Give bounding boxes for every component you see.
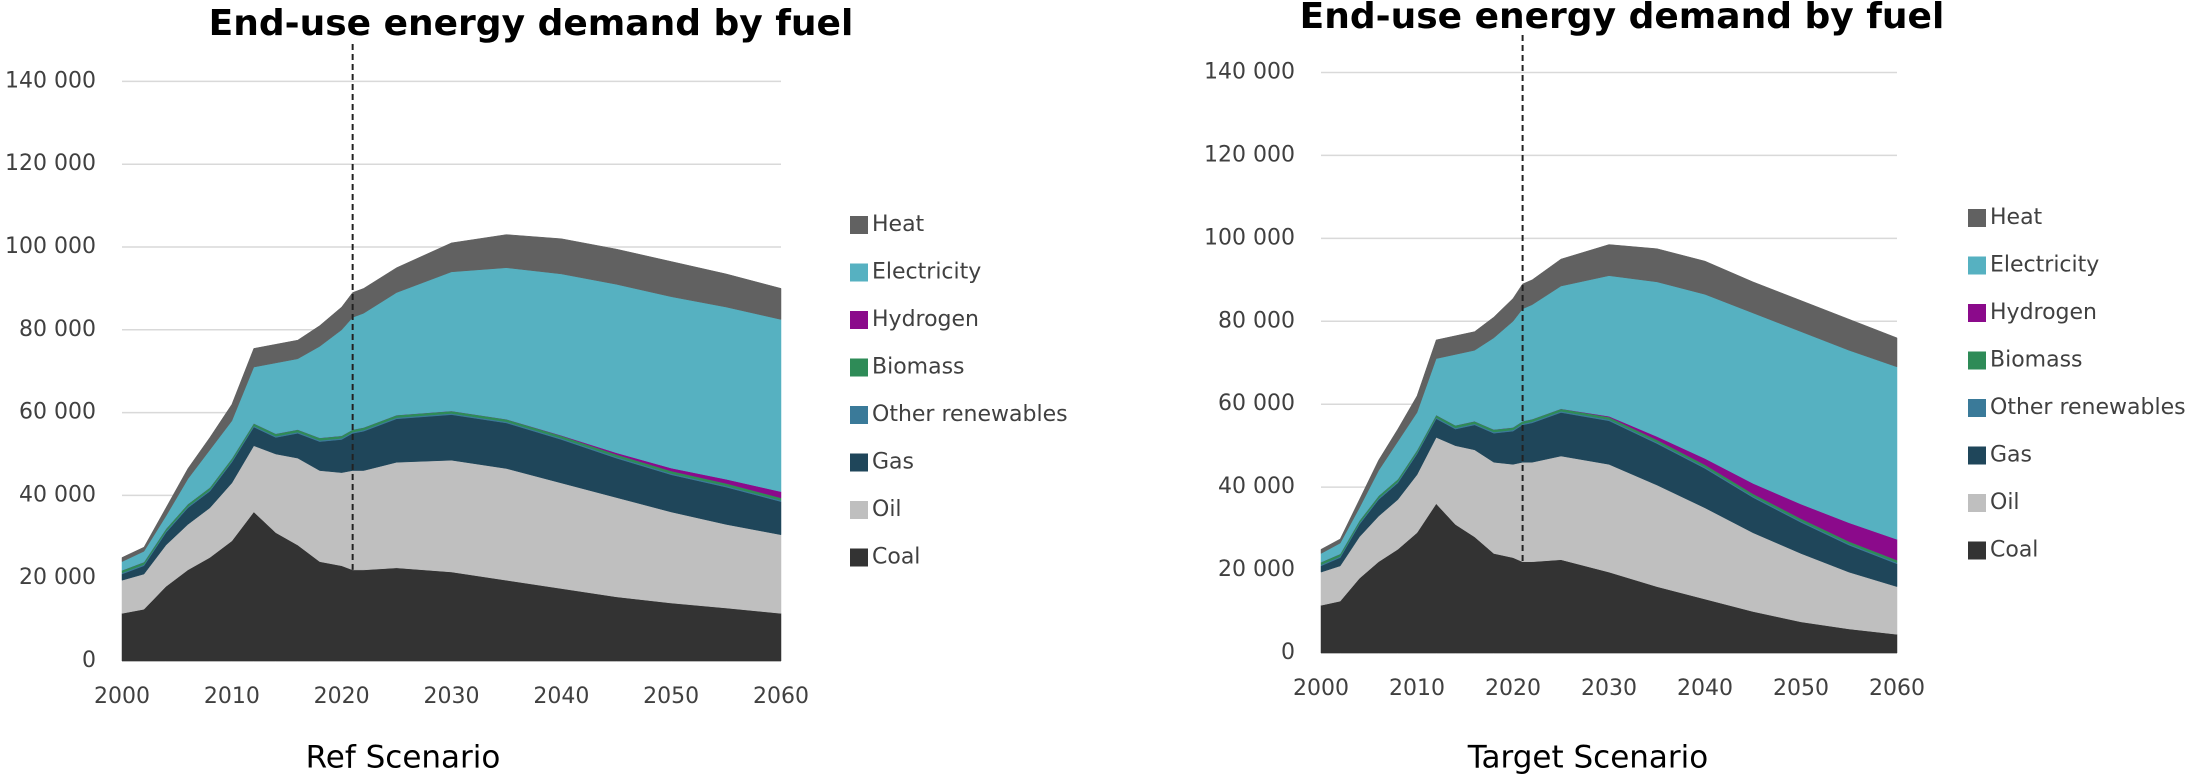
y-tick-label: 140 000 xyxy=(5,68,96,93)
legend-swatch xyxy=(1968,209,1986,227)
legend-label: Biomass xyxy=(1990,348,2083,373)
x-tick-label: 2030 xyxy=(1581,676,1637,701)
x-axis-label: Target Scenario xyxy=(1467,740,1709,776)
x-tick-label: 2050 xyxy=(1773,676,1829,701)
legend-label: Coal xyxy=(1990,538,2038,563)
chart: End-use energy demand by fuel Target Scen… xyxy=(1204,0,2186,776)
y-tick-label: 60 000 xyxy=(1218,391,1295,416)
legend-label: Electricity xyxy=(872,260,981,285)
x-tick-label: 2050 xyxy=(643,684,699,709)
chart-title: End-use energy demand by fuel xyxy=(209,3,854,44)
x-tick-label: 2060 xyxy=(753,684,809,709)
y-tick-label: 0 xyxy=(1281,640,1295,665)
legend-swatch xyxy=(1968,351,1986,370)
legend-swatch xyxy=(850,358,868,377)
legend-swatch xyxy=(850,453,868,472)
legend-label: Heat xyxy=(872,212,925,237)
legend-label: Gas xyxy=(872,450,914,475)
legend-swatch xyxy=(850,263,868,282)
legend-label: Electricity xyxy=(1990,253,2099,278)
legend-swatch xyxy=(1968,399,1986,417)
chart: End-use energy demand by fuel Ref Scenari… xyxy=(5,3,1068,776)
legend-swatch xyxy=(850,216,868,234)
x-tick-label: 2010 xyxy=(204,684,260,709)
y-tick-label: 20 000 xyxy=(19,565,96,590)
y-tick-label: 80 000 xyxy=(19,317,96,342)
legend-label: Oil xyxy=(1990,490,2020,515)
y-tick-label: 0 xyxy=(82,648,96,673)
legend-swatch xyxy=(1968,494,1986,512)
area xyxy=(121,234,782,563)
legend-swatch xyxy=(850,501,868,519)
y-tick-label: 40 000 xyxy=(19,482,96,507)
x-tick-label: 2020 xyxy=(314,684,370,709)
area xyxy=(1320,244,1898,554)
legend-label: Oil xyxy=(872,497,902,522)
x-tick-label: 2030 xyxy=(424,684,480,709)
legend-swatch xyxy=(850,548,868,567)
y-tick-label: 140 000 xyxy=(1204,59,1295,84)
x-tick-label: 2040 xyxy=(533,684,589,709)
legend-label: Gas xyxy=(1990,443,2032,468)
legend-label: Hydrogen xyxy=(1990,300,2097,325)
x-tick-label: 2060 xyxy=(1869,676,1925,701)
legend-swatch xyxy=(850,406,868,424)
y-tick-label: 80 000 xyxy=(1218,308,1295,333)
legend-label: Other renewables xyxy=(872,402,1068,427)
legend-label: Heat xyxy=(1990,205,2043,230)
x-axis-label: Ref Scenario xyxy=(306,740,501,776)
legend-swatch xyxy=(1968,541,1986,560)
y-tick-label: 100 000 xyxy=(5,234,96,259)
legend-label: Other renewables xyxy=(1990,395,2186,420)
legend-swatch xyxy=(850,311,868,329)
x-tick-label: 2000 xyxy=(1293,676,1349,701)
y-tick-label: 120 000 xyxy=(5,151,96,176)
y-tick-label: 40 000 xyxy=(1218,474,1295,499)
chart-title: End-use energy demand by fuel xyxy=(1300,0,1945,37)
legend-label: Coal xyxy=(872,545,920,570)
legend-swatch xyxy=(1968,256,1986,275)
y-tick-label: 120 000 xyxy=(1204,142,1295,167)
x-tick-label: 2010 xyxy=(1389,676,1445,701)
y-tick-label: 100 000 xyxy=(1204,225,1295,250)
x-tick-label: 2000 xyxy=(94,684,150,709)
legend-swatch xyxy=(1968,446,1986,465)
y-tick-label: 20 000 xyxy=(1218,557,1295,582)
x-tick-label: 2020 xyxy=(1485,676,1541,701)
y-tick-label: 60 000 xyxy=(19,400,96,425)
legend-label: Biomass xyxy=(872,355,965,380)
legend-label: Hydrogen xyxy=(872,307,979,332)
legend-swatch xyxy=(1968,304,1986,322)
x-tick-label: 2040 xyxy=(1677,676,1733,701)
